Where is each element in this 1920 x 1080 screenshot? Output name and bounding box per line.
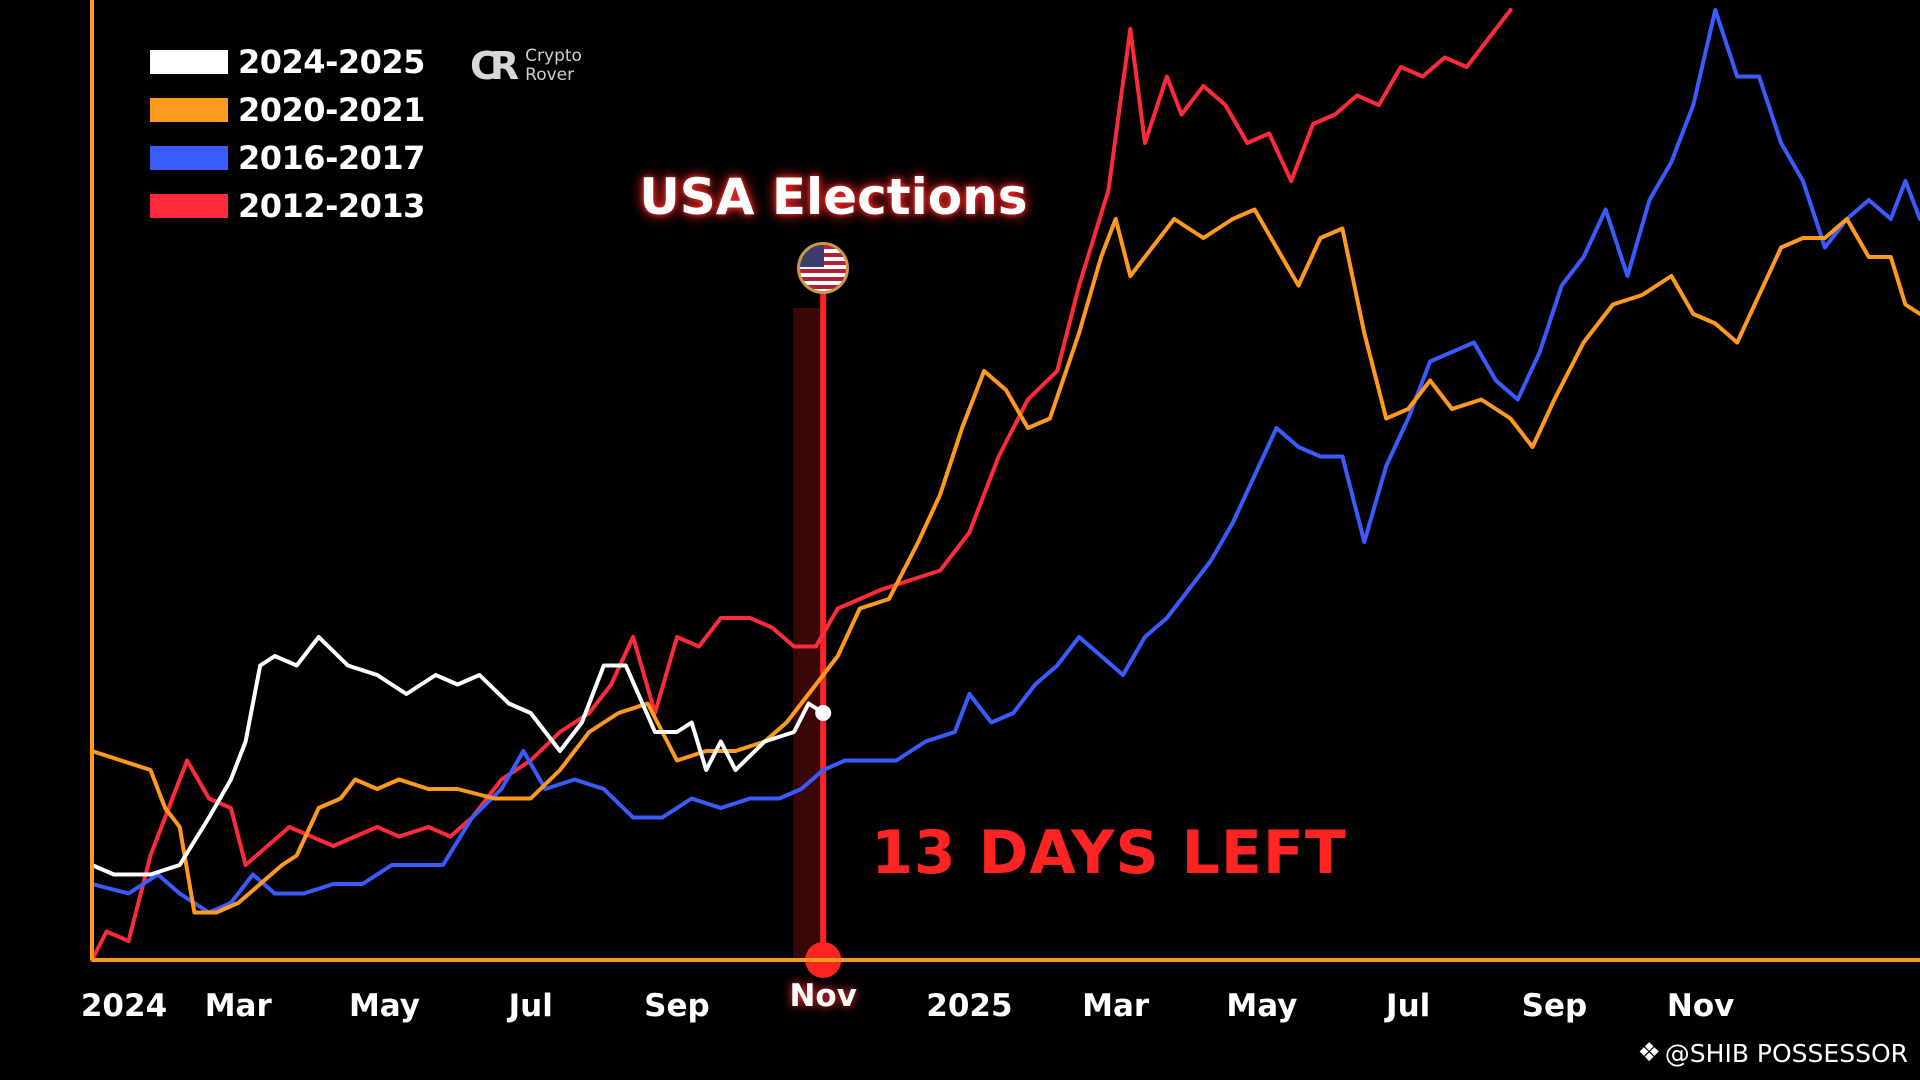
event-band	[793, 308, 824, 960]
x-tick-label: Jul	[1386, 988, 1431, 1024]
watermark-text: @SHIB POSSESSOR	[1664, 1038, 1908, 1068]
series-line-2016-2017	[90, 8, 1920, 915]
x-tick-label: 2025	[926, 988, 1013, 1024]
series-line-2020-2021	[90, 207, 1920, 915]
legend-item-2020-2021: 2020-2021	[150, 86, 425, 134]
legend-label: 2024-2025	[238, 43, 425, 81]
logo-text: Crypto Rover	[525, 47, 582, 85]
x-tick-label: 2024	[80, 988, 168, 1024]
legend-label: 2016-2017	[238, 139, 425, 177]
legend-label: 2012-2013	[238, 187, 425, 225]
x-tick-label: Nov	[1666, 988, 1735, 1024]
legend-label: 2020-2021	[238, 91, 425, 129]
event-marker	[793, 292, 842, 978]
x-tick-label: Mar	[204, 988, 272, 1024]
legend-swatch	[150, 50, 228, 74]
legend: 2024-2025 2020-2021 2016-2017 2012-2013	[150, 38, 425, 230]
series-end-dot	[815, 705, 832, 721]
series-line-2012-2013	[90, 8, 1513, 962]
series-layer	[90, 8, 1920, 962]
countdown-text: 13 DAYS LEFT	[871, 818, 1347, 888]
legend-item-2012-2013: 2012-2013	[150, 182, 425, 230]
legend-swatch	[150, 146, 228, 170]
legend-item-2024-2025: 2024-2025	[150, 38, 425, 86]
cr-logo-icon: CR	[470, 44, 519, 88]
x-tick-label: Sep	[1521, 988, 1588, 1024]
x-tick-label: Mar	[1082, 988, 1150, 1024]
x-tick-label: May	[348, 988, 420, 1024]
watermark: ❖ @SHIB POSSESSOR	[1637, 1038, 1908, 1068]
legend-swatch	[150, 98, 228, 122]
legend-item-2016-2017: 2016-2017	[150, 134, 425, 182]
x-tick-label: May	[1226, 988, 1298, 1024]
logo-line-2: Rover	[525, 65, 575, 85]
crypto-rover-logo: CR Crypto Rover	[470, 44, 582, 88]
x-tick-label: Nov	[789, 978, 857, 1014]
x-tick-label: Jul	[508, 988, 553, 1024]
legend-swatch	[150, 194, 228, 218]
event-title: USA Elections	[639, 168, 1028, 226]
x-tick-label: Sep	[644, 988, 710, 1024]
logo-line-1: Crypto	[525, 46, 582, 66]
us-flag-icon	[797, 242, 850, 294]
series-line-2024-2025	[90, 635, 826, 877]
binance-diamond-icon: ❖	[1637, 1038, 1661, 1068]
